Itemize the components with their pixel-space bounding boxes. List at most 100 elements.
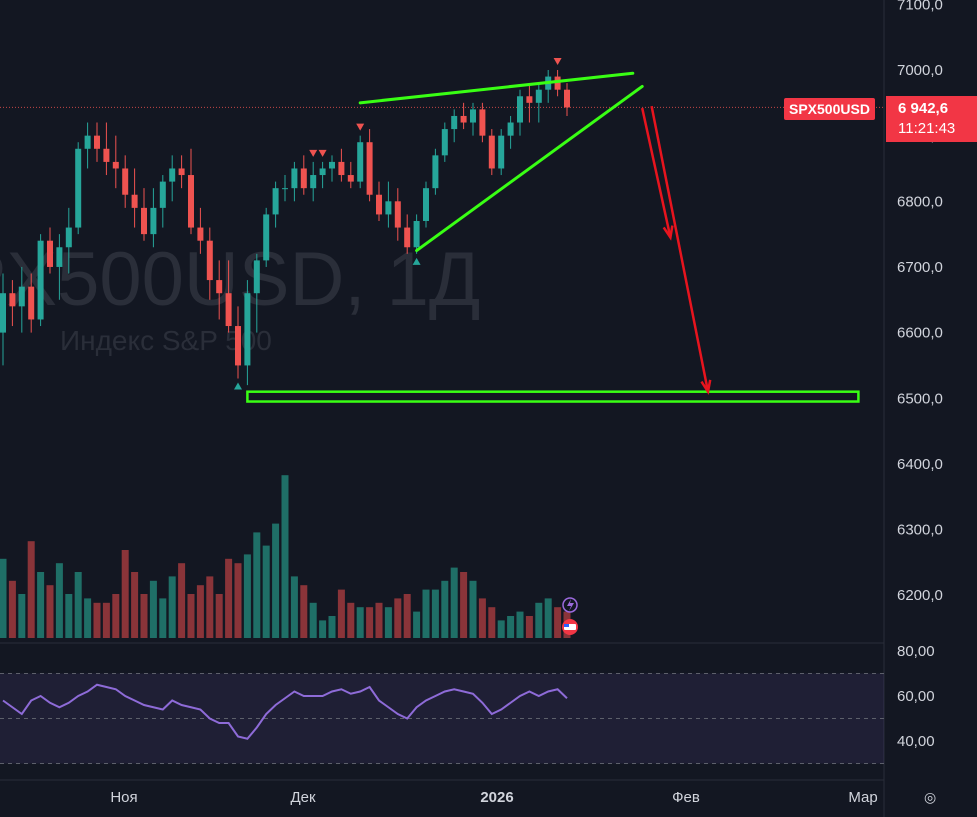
volume-bar — [272, 523, 280, 638]
volume-bars — [0, 475, 571, 638]
volume-bar — [168, 576, 176, 638]
volume-bar — [290, 576, 298, 638]
buy-signal-marker — [234, 382, 242, 390]
volume-bar — [149, 580, 157, 638]
volume-bar — [394, 598, 402, 638]
candle-body — [235, 326, 241, 366]
rsi-line — [2, 683, 568, 740]
volume-bar — [441, 580, 449, 638]
candle-body — [310, 175, 317, 189]
candle-body — [263, 214, 270, 261]
volume-bar — [450, 567, 458, 638]
sell-signal-marker — [553, 58, 562, 65]
volume-bar — [65, 594, 73, 638]
volume-bar — [554, 607, 562, 638]
volume-bar — [8, 580, 16, 638]
candle-body — [329, 161, 335, 169]
volume-bar — [535, 602, 543, 638]
candle-body — [169, 168, 176, 182]
price-tick-label: 6800,0 — [897, 193, 943, 210]
candle-body — [225, 293, 232, 327]
sell-signal-marker — [309, 149, 318, 157]
volume-bar — [0, 558, 7, 638]
candle-body — [564, 89, 570, 108]
volume-bar — [516, 611, 524, 638]
volume-bar — [478, 598, 486, 638]
candle-body — [470, 109, 476, 123]
flag-canton-icon — [564, 624, 569, 627]
grid — [0, 0, 885, 817]
price-tick-label: 6300,0 — [897, 522, 943, 539]
volume-bar — [102, 602, 110, 638]
candle-body — [65, 227, 72, 248]
volume-bar — [488, 607, 496, 638]
volume-bar — [525, 616, 533, 638]
candle-body — [84, 135, 91, 149]
volume-bar — [300, 585, 308, 638]
candle-body — [357, 142, 364, 182]
volume-bar — [319, 620, 327, 638]
candle-body — [56, 247, 63, 267]
candle-body — [37, 240, 44, 320]
volume-bar — [159, 598, 167, 638]
volume-bar — [347, 602, 355, 638]
sell-signal-marker — [318, 149, 327, 157]
candle-body — [75, 148, 82, 228]
volume-bar — [253, 532, 261, 638]
volume-bar — [84, 598, 92, 638]
lightning-badge-icon — [562, 597, 578, 613]
candle-body — [535, 89, 542, 103]
candle-body — [460, 115, 467, 123]
price-tick-label: 6700,0 — [897, 259, 943, 276]
candle-body — [498, 135, 505, 169]
volume-bar — [309, 602, 317, 638]
volume-bar — [243, 554, 251, 638]
candle-body — [47, 240, 53, 267]
candle-body — [441, 129, 448, 156]
rsi-tick-label: 80,00 — [897, 643, 935, 660]
rsi-axis[interactable]: 80,00 60,00 40,00 — [897, 643, 935, 750]
volume-bar — [112, 594, 120, 638]
candle-body — [394, 201, 401, 228]
candle-body — [385, 201, 392, 215]
symbol-tag: SPX500USD — [784, 98, 875, 120]
time-tick-label: Фев — [672, 789, 700, 806]
volume-bar — [178, 563, 186, 638]
candle-body — [244, 293, 251, 366]
time-tick-label: 2026 — [480, 789, 513, 806]
wedge-upper-line — [358, 71, 635, 105]
settings-icon[interactable]: ◎ — [924, 789, 937, 805]
time-axis[interactable]: Ноя Дек 2026 Фев Мар — [110, 789, 877, 806]
candles — [0, 70, 570, 386]
candle-body — [347, 175, 354, 182]
projection-arrow-line — [640, 107, 672, 238]
candle-body — [526, 96, 533, 103]
volume-bar — [431, 589, 439, 638]
candle-body — [141, 207, 147, 235]
candle-body — [338, 161, 345, 176]
volume-bar — [328, 616, 336, 638]
rsi-pane — [0, 673, 884, 764]
volume-bar — [27, 541, 35, 638]
candle-body — [28, 286, 35, 320]
candle-body — [188, 175, 194, 228]
volume-bar — [262, 545, 270, 638]
wedge-lower-line — [415, 84, 644, 253]
volume-bar — [422, 589, 430, 638]
volume-bar — [413, 611, 421, 638]
volume-bar — [37, 572, 45, 638]
candle-body — [376, 194, 382, 215]
candle-body — [112, 161, 119, 169]
candle-body — [103, 148, 110, 162]
bar-countdown: 11:21:43 — [898, 120, 956, 137]
candle-body — [404, 227, 411, 248]
projection-arrow-line — [650, 105, 710, 392]
volume-bar — [281, 475, 289, 638]
candle-body — [488, 135, 495, 169]
candle-body — [319, 168, 326, 176]
price-tick-label: 6400,0 — [897, 456, 943, 473]
time-tick-label: Мар — [848, 789, 877, 806]
volume-bar — [215, 594, 223, 638]
